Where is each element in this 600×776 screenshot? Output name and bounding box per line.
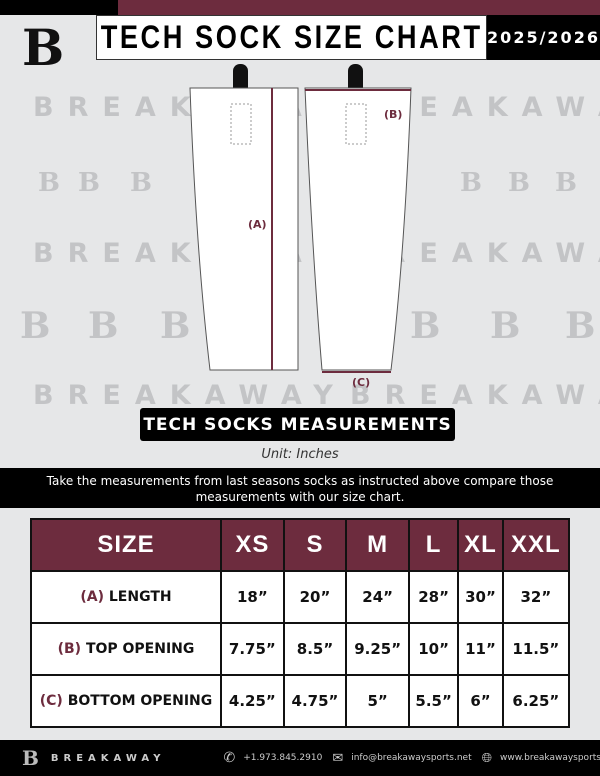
header-l: L <box>407 518 460 572</box>
table-row: (C) BOTTOM OPENING 4.25” 4.75” 5” 5.5” 6… <box>30 674 571 728</box>
watermark-logo: B <box>38 168 60 198</box>
season-badge: 2025/2026 <box>487 15 600 60</box>
watermark-logo: B <box>130 168 152 198</box>
phone-icon: ✆ <box>223 750 236 766</box>
cell: 11.5” <box>501 622 571 676</box>
watermark-text: BREAKAWAY <box>350 380 600 411</box>
watermark-text: BREAKAWAY <box>33 380 347 411</box>
cell: 6.25” <box>501 674 571 728</box>
label-b: (B) <box>384 108 403 121</box>
table-header-row: SIZE XS S M L XL XXL <box>30 518 571 572</box>
cell: 5” <box>345 674 410 728</box>
watermark-logo: B <box>20 305 51 347</box>
watermark-logo: B <box>160 305 191 347</box>
page-title: TECH SOCK SIZE CHART <box>100 19 483 55</box>
watermark-logo: B <box>460 168 482 198</box>
footer-phone[interactable]: +1.973.845.2910 <box>243 753 323 763</box>
sock-back <box>304 87 412 371</box>
watermark-logo: B <box>555 168 577 198</box>
globe-icon: 🌐︎ <box>481 750 492 766</box>
footer-website[interactable]: www.breakawaysports.net <box>500 753 600 763</box>
logo: B <box>22 18 65 77</box>
header-m: M <box>345 518 410 572</box>
table-row: (B) TOP OPENING 7.75” 8.5” 9.25” 10” 11”… <box>30 622 571 676</box>
cell: 30” <box>457 570 504 624</box>
header-s: S <box>282 518 348 572</box>
watermark-logo: B <box>78 168 100 198</box>
row-label: (C) BOTTOM OPENING <box>30 674 222 728</box>
footer-logo: B <box>22 746 39 770</box>
table-row: (A) LENGTH 18” 20” 24” 28” 30” 32” <box>30 570 571 624</box>
watermark-logo: B <box>410 305 441 347</box>
cell: 20” <box>282 570 348 624</box>
watermark-logo: B <box>490 305 521 347</box>
cell: 4.25” <box>220 674 285 728</box>
header-xl: XL <box>457 518 504 572</box>
cell: 18” <box>220 570 285 624</box>
cell: 32” <box>501 570 571 624</box>
instructions: Take the measurements from last seasons … <box>0 468 600 508</box>
watermark-logo: B <box>508 168 530 198</box>
sock-cuff <box>348 64 363 94</box>
top-bar-black <box>0 0 118 15</box>
label-a: (A) <box>248 218 267 231</box>
header-xs: XS <box>220 518 285 572</box>
cell: 11” <box>457 622 504 676</box>
title-box: TECH SOCK SIZE CHART <box>96 15 487 60</box>
mail-icon: ✉ <box>332 750 344 766</box>
cell: 5.5” <box>407 674 460 728</box>
footer-brand: BREAKAWAY <box>50 752 166 764</box>
size-table: SIZE XS S M L XL XXL (A) LENGTH 18” 20” … <box>30 518 571 728</box>
row-label: (A) LENGTH <box>30 570 222 624</box>
watermark-logo: B <box>88 305 119 347</box>
label-c: (C) <box>352 376 371 389</box>
cell: 9.25” <box>345 622 410 676</box>
cell: 8.5” <box>282 622 348 676</box>
cell: 4.75” <box>282 674 348 728</box>
sock-diagram <box>189 64 412 373</box>
header-xxl: XXL <box>501 518 571 572</box>
cell: 24” <box>345 570 410 624</box>
cell: 6” <box>457 674 504 728</box>
cell: 7.75” <box>220 622 285 676</box>
row-label: (B) TOP OPENING <box>30 622 222 676</box>
footer-email[interactable]: info@breakawaysports.net <box>351 753 472 763</box>
unit-label: Unit: Inches <box>261 447 339 462</box>
sock-cuff <box>233 64 248 94</box>
sock-front <box>189 87 299 371</box>
top-bar-maroon <box>118 0 600 15</box>
footer: B BREAKAWAY ✆ +1.973.845.2910 ✉ info@bre… <box>0 740 600 776</box>
header-size: SIZE <box>30 518 222 572</box>
cell: 10” <box>407 622 460 676</box>
section-banner: TECH SOCKS MEASUREMENTS <box>140 408 455 441</box>
watermark-logo: B <box>565 305 596 347</box>
cell: 28” <box>407 570 460 624</box>
